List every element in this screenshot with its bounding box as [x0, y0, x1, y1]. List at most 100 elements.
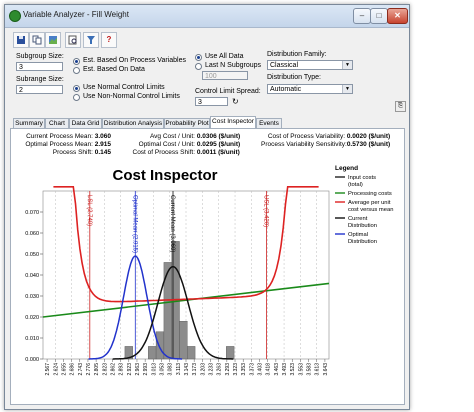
legend-title: Legend: [335, 165, 358, 172]
normal-limits-radio[interactable]: [73, 85, 80, 92]
optimal-cost-stat: Optimal Cost / Unit: 0.0295 ($/unit): [138, 141, 241, 148]
y-tick-label: 0.030: [25, 294, 39, 300]
y-tick-label: 0.040: [25, 273, 39, 279]
dist-type-value: Automatic: [270, 86, 302, 93]
dist-family-label: Distribution Family:: [267, 51, 327, 58]
tab-probability-plot[interactable]: Probability Plot: [164, 118, 210, 128]
subgroup-size-input[interactable]: 3: [16, 62, 63, 71]
close-button[interactable]: ✕: [387, 8, 408, 24]
legend-entry-label: Distribution: [348, 239, 377, 245]
minimize-button[interactable]: –: [353, 8, 371, 24]
print-preview-icon[interactable]: [65, 32, 81, 48]
chart-legend: Legend Input costs(total) Processing costs…: [335, 165, 393, 245]
x-tick-label: 2.776: [86, 363, 92, 376]
shift-cost-stat: Cost of Process Shift: 0.0011 ($/unit): [132, 149, 240, 156]
filter-icon[interactable]: [83, 32, 99, 48]
nonnormal-limits-label: Use Non-Normal Control Limits: [83, 93, 180, 100]
x-tick-label: 2.893: [119, 363, 125, 376]
legend-entry-label: Processing costs: [348, 191, 392, 197]
histogram-bar: [187, 346, 196, 360]
help-icon[interactable]: ?: [101, 32, 117, 48]
histogram-bar: [226, 346, 235, 360]
legend-entry-label: Optimal: [348, 232, 368, 238]
nonnormal-limits-radio[interactable]: [73, 94, 80, 101]
marker-label: Current Mean (3.060): [169, 195, 175, 252]
x-tick-label: 2.567: [45, 363, 51, 376]
y-tick-label: 0.020: [25, 315, 39, 321]
marker-label: Optimal Mean (2.915): [131, 195, 137, 253]
copy-icon[interactable]: [29, 32, 45, 48]
export-icon[interactable]: ⎘: [395, 101, 406, 112]
y-tick-label: 0.000: [25, 357, 39, 363]
tab-events[interactable]: Events: [256, 118, 282, 128]
legend-entry-label: Current: [348, 216, 368, 222]
x-tick-label: 2.963: [135, 363, 141, 376]
tab-distribution-analysis[interactable]: Distribution Analysis: [102, 118, 164, 128]
use-all-data-label: Use All Data: [205, 53, 244, 60]
variability-cost-stat: Cost of Process Variability: 0.0020 ($/u…: [267, 133, 391, 140]
x-tick-label: 2.823: [102, 363, 108, 376]
x-tick-label: 3.173: [192, 363, 198, 376]
tab-summary[interactable]: Summary: [13, 118, 45, 128]
tab-cost-inspector[interactable]: Cost Inspector: [210, 116, 256, 128]
marker-label: USL (3.420): [263, 195, 269, 227]
dist-type-label: Distribution Type:: [267, 74, 321, 81]
x-tick-label: 2.923: [127, 363, 133, 376]
last-n-label: Last N Subgroups: [205, 62, 262, 69]
est-process-label: Est. Based On Process Variables: [83, 57, 186, 64]
y-tick-label: 0.070: [25, 210, 39, 216]
x-tick-label: 2.743: [78, 363, 84, 376]
y-tick-label: 0.060: [25, 231, 39, 237]
est-data-radio[interactable]: [73, 67, 80, 74]
avg-cost-stat: Avg Cost / Unit: 0.0306 ($/unit): [149, 133, 241, 140]
legend-entry-label: (total): [348, 182, 363, 188]
x-tick-label: 3.233: [209, 363, 215, 376]
y-tick-label: 0.010: [25, 336, 39, 342]
x-tick-label: 2.686: [70, 363, 76, 376]
legend-entry-label: Distribution: [348, 223, 377, 229]
x-tick-label: 2.805: [94, 363, 100, 376]
dist-type-select[interactable]: Automatic ▼: [267, 84, 353, 94]
chevron-down-icon: ▼: [342, 85, 352, 93]
x-tick-label: 2.624: [53, 363, 59, 376]
optimal-distribution-curve: [88, 255, 183, 360]
x-tick-label: 3.203: [200, 363, 206, 376]
x-tick-label: 3.293: [225, 363, 231, 376]
process-shift-stat: Process Shift: 0.145: [52, 149, 111, 156]
x-tick-label: 3.053: [159, 363, 165, 376]
last-n-radio[interactable]: [195, 63, 202, 70]
x-tick-label: 3.143: [184, 363, 190, 376]
dist-family-select[interactable]: Classical ▼: [267, 60, 353, 70]
spread-input[interactable]: 3: [195, 97, 228, 106]
subgroup-size-label: Subgroup Size:: [16, 53, 64, 60]
cost-inspector-chart: Cost Inspector 0.000 0.010 0.020 0.030 0.040…: [25, 165, 393, 376]
tab-chart[interactable]: Chart: [45, 118, 69, 128]
subrange-size-input[interactable]: 2: [16, 85, 63, 94]
chart-title: Cost Inspector: [112, 167, 217, 184]
subrange-size-label: Subrange Size:: [16, 76, 64, 83]
dist-family-value: Classical: [270, 62, 299, 69]
variability-sensitivity-stat: Process Variability Sensitivity: 0.5730 …: [261, 141, 391, 148]
current-distribution-curve: [112, 265, 234, 360]
tab-data-grid[interactable]: Data Grid: [69, 118, 102, 128]
x-tick-label: 3.263: [217, 363, 223, 376]
use-all-data-radio[interactable]: [195, 54, 202, 61]
save-icon[interactable]: [13, 32, 29, 48]
normal-limits-label: Use Normal Control Limits: [83, 84, 165, 91]
maximize-button[interactable]: □: [370, 8, 388, 24]
x-tick-label: 3.373: [249, 363, 255, 376]
processing-cost-line: [42, 282, 330, 318]
spread-label: Control Limit Spread:: [195, 88, 261, 95]
histogram-bar: [124, 346, 133, 360]
x-tick-label: 3.643: [323, 363, 329, 376]
x-tick-label: 3.583: [307, 363, 313, 376]
image-icon[interactable]: [45, 32, 61, 48]
est-process-radio[interactable]: [73, 58, 80, 65]
reset-icon[interactable]: ↻: [232, 97, 239, 106]
last-n-input[interactable]: 100: [202, 71, 248, 80]
average-cost-curve: [53, 185, 319, 303]
app-icon: [9, 10, 21, 22]
x-tick-label: 2.655: [61, 363, 67, 376]
chevron-down-icon: ▼: [342, 61, 352, 69]
histogram-bar: [179, 320, 188, 360]
